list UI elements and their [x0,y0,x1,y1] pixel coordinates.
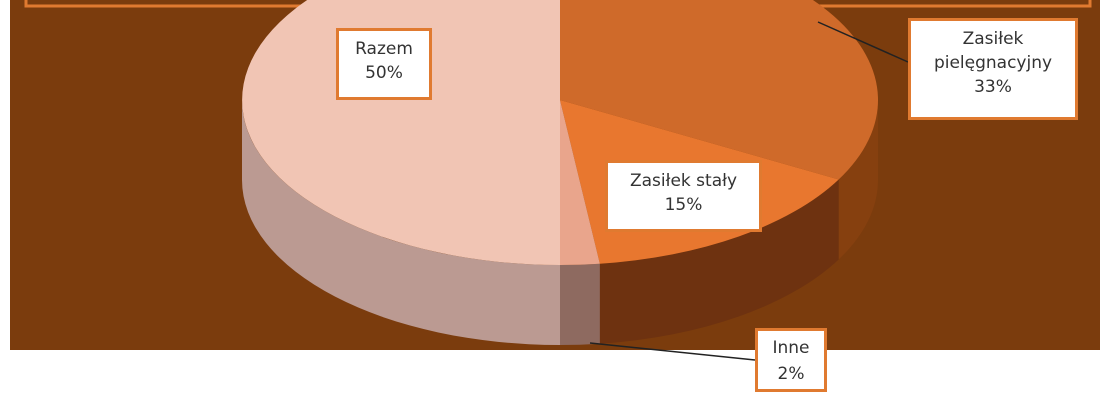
label-name: Zasiłek pielęgnacyjny [933,29,1053,73]
data-label: Zasiłek pielęgnacyjny 33% [908,18,1078,120]
leader-line [817,21,909,63]
label-name: Razem [355,39,413,59]
label-name: Inne [772,338,810,358]
data-label: Razem 50% [336,28,432,100]
label-value: 50% [365,63,403,83]
label-name: Zasiłek stały [629,171,737,191]
label-value: 15% [664,195,703,215]
slice-side [838,100,878,260]
data-label: Inne 2% [755,328,827,392]
data-label: Zasiłek stały 15% [605,160,762,232]
slice-side [599,179,839,344]
slice [242,0,560,265]
label-value: 2% [777,364,805,384]
slice [560,0,878,180]
label-value: 33% [974,77,1012,97]
slice-side [242,100,560,345]
slice [560,100,600,265]
leader-line [589,342,756,361]
slice-side [560,263,600,345]
